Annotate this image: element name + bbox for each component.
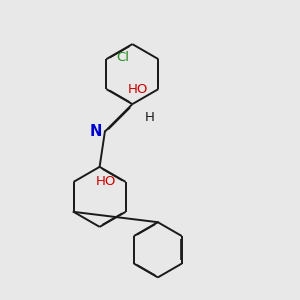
Text: N: N: [90, 124, 102, 139]
Text: HO: HO: [128, 82, 148, 96]
Text: H: H: [145, 111, 154, 124]
Text: Cl: Cl: [116, 51, 129, 64]
Text: HO: HO: [95, 176, 116, 188]
